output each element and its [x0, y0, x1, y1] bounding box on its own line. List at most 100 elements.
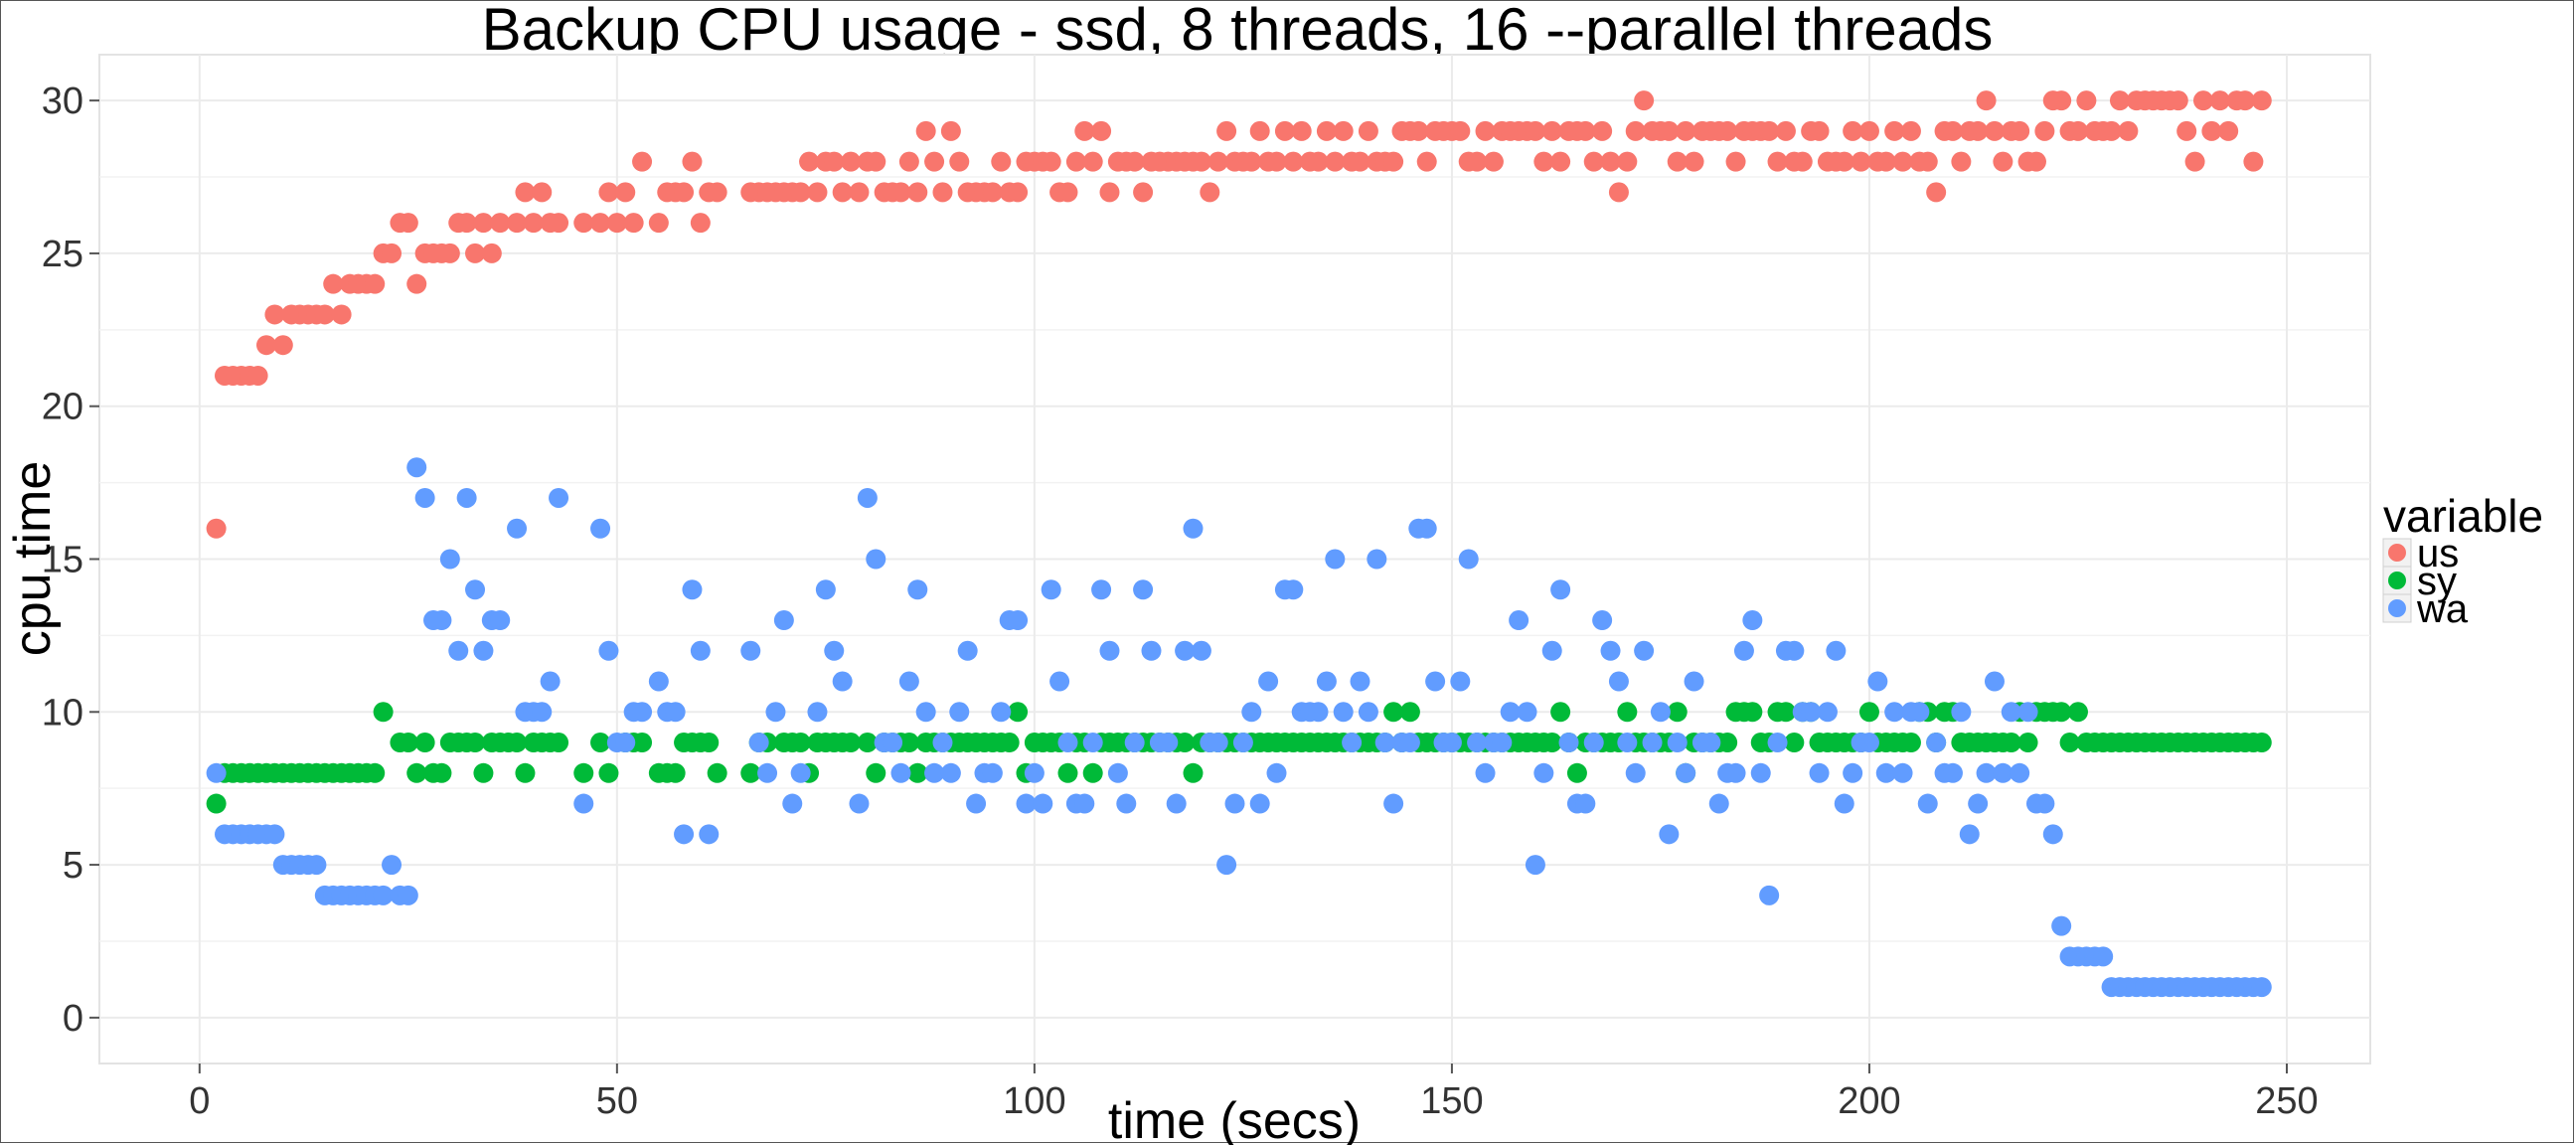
point-us [1884, 120, 1905, 141]
point-wa [1458, 549, 1479, 570]
point-wa [1525, 855, 1545, 876]
point-wa [2251, 977, 2272, 998]
point-wa [1258, 671, 1279, 692]
point-wa [473, 640, 494, 661]
point-wa [1141, 640, 1162, 661]
point-wa [1834, 793, 1854, 814]
point-us [331, 304, 352, 325]
point-wa [1742, 610, 1763, 631]
point-wa [532, 702, 553, 723]
point-sy [1383, 702, 1404, 723]
point-us [1917, 151, 1938, 172]
point-sy [515, 762, 536, 783]
point-us [1450, 120, 1471, 141]
point-wa [1249, 793, 1270, 814]
point-us [799, 151, 820, 172]
point-wa [1107, 762, 1128, 783]
point-wa [2034, 793, 2055, 814]
point-wa [932, 733, 953, 753]
point-sy [1784, 733, 1805, 753]
point-us [2109, 90, 2130, 111]
point-wa [1684, 671, 1704, 692]
point-wa [1124, 733, 1145, 753]
point-wa [1500, 702, 1521, 723]
point-us [1041, 151, 1061, 172]
point-us [2251, 90, 2272, 111]
point-us [490, 213, 511, 234]
point-sy [2017, 733, 2038, 753]
point-wa [1583, 733, 1604, 753]
point-wa [682, 579, 703, 600]
point-us [1249, 120, 1270, 141]
point-wa [540, 671, 561, 692]
point-sy [1566, 762, 1587, 783]
point-us [1575, 120, 1596, 141]
point-wa [1600, 640, 1621, 661]
point-us [940, 120, 961, 141]
point-wa [924, 762, 945, 783]
point-wa [549, 487, 569, 508]
point-wa [807, 702, 828, 723]
point-sy [431, 762, 452, 783]
point-wa [824, 640, 845, 661]
y-tick-label: 15 [42, 540, 83, 581]
point-wa [2051, 915, 2072, 936]
point-wa [1634, 640, 1655, 661]
point-us [1659, 120, 1680, 141]
point-us [1091, 120, 1112, 141]
point-wa [1575, 793, 1596, 814]
point-us [1834, 151, 1854, 172]
point-us [1525, 120, 1545, 141]
point-us [1099, 182, 1120, 203]
point-sy [406, 762, 427, 783]
point-us [1358, 120, 1378, 141]
point-wa [1074, 793, 1095, 814]
point-wa [1884, 702, 1905, 723]
point-us [615, 182, 636, 203]
point-wa [898, 671, 919, 692]
point-sy [2059, 733, 2080, 753]
point-us [1550, 151, 1571, 172]
point-us [2067, 120, 2088, 141]
point-us [365, 273, 386, 294]
point-wa [1541, 640, 1562, 661]
point-us [648, 213, 669, 234]
point-us [272, 335, 293, 356]
point-wa [406, 457, 427, 478]
point-wa [1183, 518, 1204, 539]
point-us [1767, 151, 1788, 172]
point-us [2101, 120, 2122, 141]
point-wa [699, 824, 720, 845]
point-sy [1858, 702, 1879, 723]
point-wa [1441, 733, 1462, 753]
point-us [1208, 151, 1228, 172]
point-wa [949, 702, 970, 723]
point-wa [598, 640, 619, 661]
point-us [515, 182, 536, 203]
point-us [1968, 120, 1989, 141]
point-us [2118, 120, 2139, 141]
point-us [1074, 120, 1095, 141]
point-us [866, 151, 886, 172]
x-tick-label: 0 [189, 1080, 210, 1122]
point-wa [940, 762, 961, 783]
point-us [1475, 120, 1496, 141]
point-sy [1183, 762, 1204, 783]
point-wa [1867, 671, 1888, 692]
point-wa [632, 702, 653, 723]
point-us [573, 213, 594, 234]
point-wa [2017, 702, 2038, 723]
point-wa [448, 640, 469, 661]
point-sy [740, 762, 761, 783]
point-us [2209, 90, 2230, 111]
point-us [1333, 120, 1354, 141]
point-us [1725, 151, 1746, 172]
point-wa [1475, 762, 1496, 783]
point-us [1274, 120, 1295, 141]
x-axis-ticks: 0 50 100 150 200 250 [189, 1063, 2319, 1122]
point-us [1993, 151, 2013, 172]
point-wa [1617, 733, 1638, 753]
point-us [623, 213, 644, 234]
point-us [1350, 151, 1370, 172]
